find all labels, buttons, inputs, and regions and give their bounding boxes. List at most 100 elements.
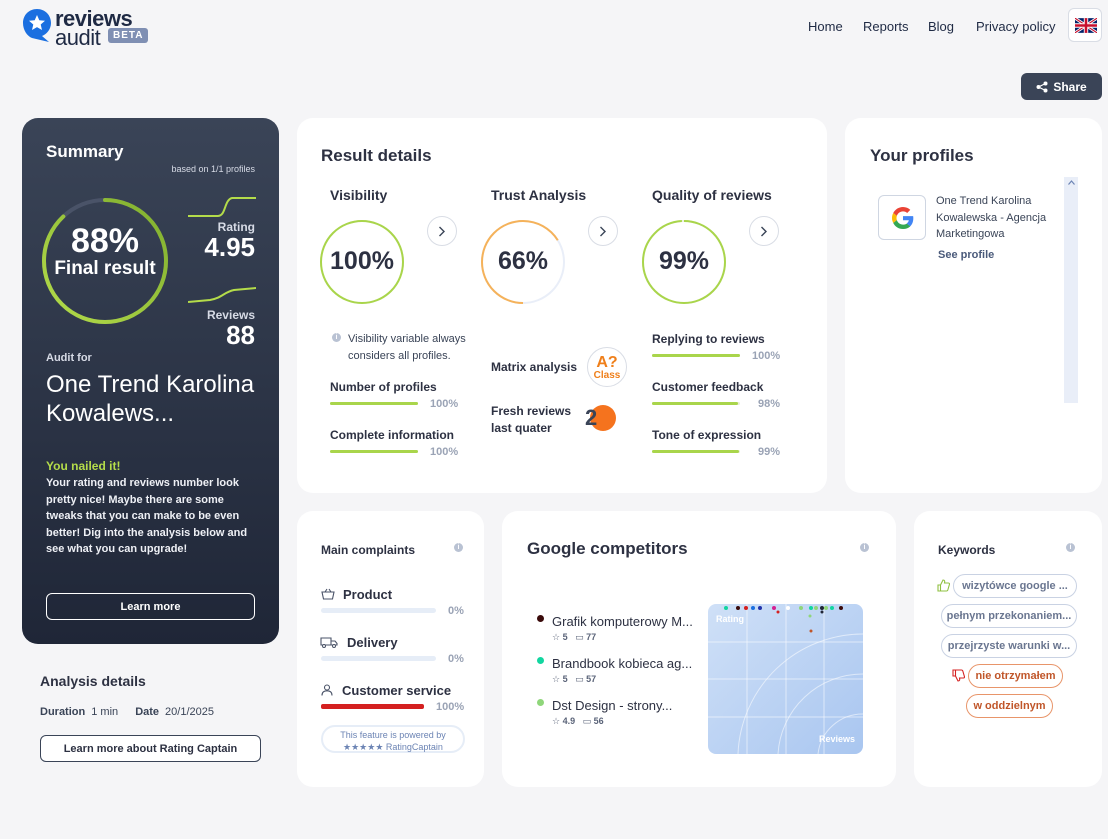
duration-label: Duration [40, 706, 86, 718]
rating-value: 4.95 [204, 232, 255, 262]
powered-by-line2: ★★★★★ RatingCaptain [343, 742, 443, 752]
competitor-name[interactable]: Brandbook kobieca ag... [552, 656, 693, 671]
quality-details-button[interactable] [749, 216, 779, 246]
metric-bar-fill [652, 354, 740, 357]
metric-label: Replying to reviews [652, 332, 765, 346]
metric-label: Tone of expression [652, 428, 762, 442]
competitor-rating: 5 [562, 674, 568, 684]
logo[interactable]: reviews audit BETA [22, 6, 152, 50]
trust-title: Trust Analysis [491, 187, 587, 203]
trust-details-button[interactable] [588, 216, 618, 246]
metric-bar [652, 354, 740, 357]
date-value: 20/1/2025 [165, 706, 214, 718]
metric-bar [330, 450, 418, 453]
metric-label: Complete information [330, 428, 455, 442]
person-icon [321, 684, 333, 696]
metric-value: 100% [752, 350, 781, 362]
metric-label: Number of profiles [330, 380, 437, 394]
fresh-reviews-dot [590, 405, 616, 431]
thumbs-down-icon [952, 669, 965, 682]
keyword-negative[interactable]: nie otrzymałem [968, 664, 1063, 688]
fresh-reviews-label: Fresh reviews [491, 404, 572, 418]
info-icon[interactable]: i [454, 543, 463, 552]
competitor-dot [537, 699, 544, 706]
nav-reports-link[interactable]: Reports [863, 19, 909, 34]
competitor-dot [537, 615, 544, 622]
complaint-label: Customer service [342, 683, 452, 698]
rating-label: Rating [217, 220, 255, 234]
powered-by-badge[interactable]: This feature is powered by ★★★★★ RatingC… [321, 725, 465, 753]
visibility-details-button[interactable] [427, 216, 457, 246]
powered-by-line1: This feature is powered by [340, 730, 446, 740]
competitor-name[interactable]: Dst Design - strony... [552, 698, 673, 713]
profile-name: One Trend Karolina Kowalewska - Agencja … [936, 195, 1047, 240]
share-button[interactable]: Share [1021, 73, 1102, 100]
info-icon: i [332, 333, 341, 342]
metric-bar-fill [330, 402, 418, 405]
business-name: One Trend Karolina Kowalews... [46, 371, 255, 427]
competitor-reviews: 56 [593, 716, 604, 726]
logo-word-reviews: reviews [55, 6, 133, 31]
analysis-details-title: Analysis details [40, 673, 146, 689]
audit-for-label: Audit for [46, 352, 92, 364]
visibility-percent: 100% [330, 247, 394, 275]
share-label: Share [1053, 79, 1087, 94]
nav-blog-link[interactable]: Blog [928, 19, 955, 34]
keyword-positive[interactable]: wizytówce google ... [953, 574, 1077, 598]
competitors-plot: Rating Reviews [708, 604, 863, 754]
quality-title: Quality of reviews [652, 187, 772, 203]
quality-percent: 99% [658, 247, 710, 275]
result-details-card [297, 118, 827, 493]
thumbs-up-icon [937, 579, 950, 592]
keyword-negative[interactable]: w oddzielnym [966, 694, 1053, 718]
info-icon[interactable]: i [860, 543, 869, 552]
chevron-right-icon [761, 226, 767, 237]
metric-bar [330, 402, 418, 405]
keyword-positive[interactable]: przejrzyste warunki w... [941, 634, 1077, 658]
language-button[interactable] [1068, 8, 1102, 42]
truck-icon [320, 637, 338, 648]
rating-captain-button[interactable]: Learn more about Rating Captain [40, 735, 261, 762]
class-letter: A? [596, 354, 618, 371]
fresh-reviews-sublabel: last quater [491, 421, 552, 435]
competitor-name[interactable]: Grafik komputerowy M... [552, 614, 693, 629]
complaint-label: Delivery [347, 635, 398, 650]
summary-card: Summary based on 1/1 profiles 88% Final … [22, 118, 279, 644]
see-profile-link[interactable]: See profile [938, 249, 995, 261]
class-badge: A? Class [587, 347, 627, 387]
complaint-bar [321, 704, 424, 709]
info-icon[interactable]: i [1066, 543, 1075, 552]
profile-source-box [878, 195, 926, 240]
class-word: Class [593, 370, 621, 381]
metric-bar [652, 402, 740, 405]
google-g-icon [892, 207, 914, 229]
nav-home-link[interactable]: Home [808, 19, 843, 34]
learn-more-button[interactable]: Learn more [46, 593, 255, 620]
visibility-ring [320, 220, 404, 304]
complaint-bar [321, 656, 436, 661]
google-competitors-title: Google competitors [527, 539, 688, 558]
trust-ring [481, 220, 565, 304]
profiles-scrollbar[interactable] [1064, 177, 1078, 403]
rating-sparkline [188, 197, 256, 217]
summary-based-on: based on 1/1 profiles [171, 164, 255, 174]
share-icon [1036, 81, 1048, 92]
date-label: Date [135, 706, 160, 718]
keyword-positive[interactable]: pełnym przekonaniem... [941, 604, 1077, 628]
uk-flag-icon [1075, 18, 1097, 33]
reviews-label: Reviews [206, 308, 255, 322]
summary-title: Summary [46, 142, 124, 161]
scroll-up-icon[interactable] [1068, 180, 1075, 185]
nav-privacy-link[interactable]: Privacy policy [976, 19, 1056, 34]
metric-bar-fill [652, 402, 739, 405]
nailed-description: Your rating and reviews number look pret… [46, 477, 248, 555]
metric-value: 100% [430, 446, 459, 458]
complaint-value: 0% [448, 653, 464, 665]
plot-y-label: Rating [716, 614, 744, 624]
quality-ring [642, 220, 726, 304]
complaint-bar-fill [321, 704, 424, 709]
metric-bar-fill [652, 450, 740, 453]
metric-value: 100% [430, 398, 459, 410]
competitor-reviews: 57 [586, 674, 597, 684]
analysis-details-row: Duration 1 min Date 20/1/2025 [40, 706, 214, 718]
